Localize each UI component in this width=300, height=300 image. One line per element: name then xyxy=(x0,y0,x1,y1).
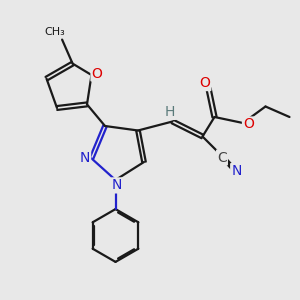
Text: N: N xyxy=(80,152,90,165)
Text: O: O xyxy=(243,118,254,131)
Text: N: N xyxy=(112,178,122,192)
Text: O: O xyxy=(200,76,210,90)
Text: O: O xyxy=(92,67,102,80)
Text: C: C xyxy=(217,151,227,164)
Text: N: N xyxy=(231,164,242,178)
Text: H: H xyxy=(165,105,175,119)
Text: CH₃: CH₃ xyxy=(44,27,65,37)
